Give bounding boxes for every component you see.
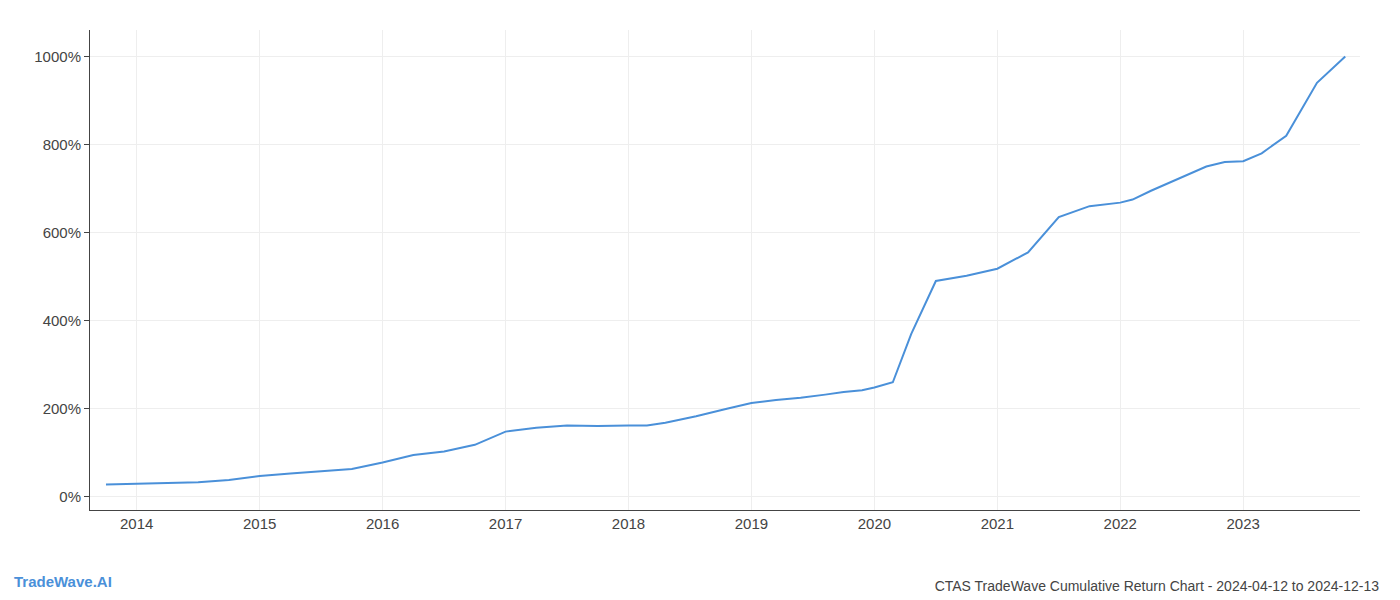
svg-text:2015: 2015: [243, 515, 276, 532]
svg-text:2017: 2017: [489, 515, 522, 532]
svg-text:CTAS TradeWave Cumulative Retu: CTAS TradeWave Cumulative Return Chart -…: [935, 578, 1380, 594]
svg-text:0%: 0%: [59, 488, 81, 505]
svg-text:1000%: 1000%: [34, 48, 81, 65]
svg-text:2022: 2022: [1104, 515, 1137, 532]
svg-text:2016: 2016: [366, 515, 399, 532]
svg-text:TradeWave.AI: TradeWave.AI: [14, 573, 112, 590]
svg-text:2018: 2018: [612, 515, 645, 532]
svg-text:2020: 2020: [858, 515, 891, 532]
svg-text:200%: 200%: [43, 400, 81, 417]
svg-text:2023: 2023: [1227, 515, 1260, 532]
svg-text:2019: 2019: [735, 515, 768, 532]
svg-text:2014: 2014: [120, 515, 153, 532]
svg-text:600%: 600%: [43, 224, 81, 241]
svg-text:2021: 2021: [981, 515, 1014, 532]
svg-text:800%: 800%: [43, 136, 81, 153]
svg-text:400%: 400%: [43, 312, 81, 329]
